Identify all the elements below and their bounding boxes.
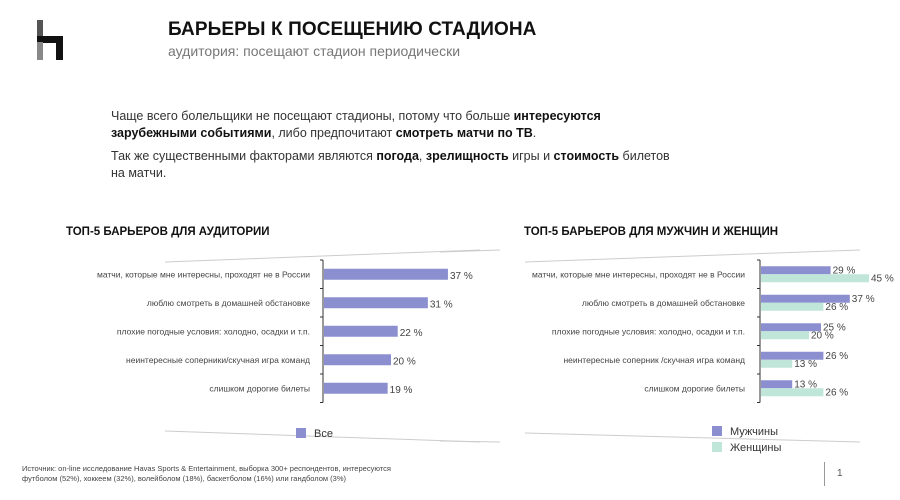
bold-phrase: погода [376, 149, 419, 163]
bar-Женщины [761, 302, 824, 311]
data-label: 37 % [450, 271, 473, 282]
bar-Мужчины [761, 323, 821, 332]
text-segment: билетов на матчи. [111, 149, 670, 180]
data-label: 20 % [811, 330, 834, 341]
legend-swatch [712, 442, 722, 452]
bar-Все [324, 354, 391, 366]
legend-label: Все [314, 428, 333, 440]
bar-Мужчины [761, 294, 850, 303]
category-label: плохие погодные условия: холодно, осадки… [552, 326, 745, 336]
page-subtitle: аудитория: посещают стадион периодически [168, 43, 461, 59]
category-label: неинтересные соперник /скучная игра кома… [563, 355, 745, 365]
text-segment: Чаще всего болельщики не посещают стадио… [111, 109, 514, 123]
data-label: 45 % [871, 273, 894, 284]
bar-Все [324, 382, 388, 394]
category-label: слишком дорогие билеты [209, 383, 310, 393]
chart-title-gender: ТОП-5 БАРЬЕРОВ ДЛЯ МУЖЧИН И ЖЕНЩИН [524, 226, 779, 238]
category-label: неинтересные соперники/скучная игра кома… [126, 355, 310, 365]
decorative-line [164, 249, 481, 263]
bar-Мужчины [761, 351, 824, 360]
category-label: слишком дорогие билеты [644, 383, 745, 393]
decorative-line [439, 249, 501, 253]
bar-Мужчины [761, 266, 831, 275]
data-label: 26 % [825, 302, 848, 313]
text-segment: , [418, 149, 426, 163]
data-label: 22 % [400, 328, 423, 339]
bar-Женщины [761, 331, 809, 340]
category-label: люблю смотреть в домашней обстановке [147, 298, 310, 308]
text-segment: Так же существенными факторами являются [111, 149, 377, 163]
summary-paragraph-2: Так же существенными факторами являются … [111, 148, 671, 182]
data-label: 37 % [852, 294, 875, 305]
data-label: 19 % [390, 385, 413, 396]
bar-Женщины [761, 388, 824, 397]
category-label: плохие погодные условия: холодно, осадки… [117, 326, 310, 336]
data-label: 20 % [393, 356, 416, 367]
bold-phrase: интересуются зарубежными событиями [111, 109, 601, 140]
decorative-line [439, 440, 501, 443]
logo [37, 20, 63, 60]
bold-phrase: смотреть матчи по ТВ [395, 126, 533, 140]
data-label: 31 % [430, 299, 453, 310]
legend-label: Мужчины [730, 426, 778, 438]
legend-swatch [296, 428, 306, 438]
legend-swatch [712, 426, 722, 436]
bar-Все [324, 268, 448, 280]
data-label: 25 % [823, 322, 846, 333]
data-label: 13 % [794, 359, 817, 370]
data-label: 26 % [825, 351, 848, 362]
data-label: 29 % [833, 265, 856, 276]
bar-Все [324, 297, 428, 309]
bar-Мужчины [761, 380, 793, 389]
text-segment: игры и [508, 149, 554, 163]
data-label: 13 % [794, 379, 817, 390]
bar-Женщины [761, 274, 869, 283]
source-note: Источник: on-line исследование Havas Spo… [22, 464, 391, 483]
bar-Женщины [761, 359, 793, 368]
bold-phrase: зрелищность [425, 149, 509, 163]
decorative-line [524, 432, 861, 443]
summary-paragraph-1: Чаще всего болельщики не посещают стадио… [111, 108, 671, 142]
category-label: матчи, которые мне интересны, проходят н… [97, 269, 310, 279]
category-label: матчи, которые мне интересны, проходят н… [532, 269, 745, 279]
page-divider [824, 462, 825, 486]
decorative-line [164, 430, 481, 443]
chart-title-audience: ТОП-5 БАРЬЕРОВ ДЛЯ АУДИТОРИИ [66, 226, 270, 238]
bold-phrase: стоимость [553, 149, 620, 163]
text-segment: , либо предпочитают [271, 126, 396, 140]
text-segment: . [532, 126, 537, 140]
decorative-line [524, 249, 861, 263]
page-number: 1 [837, 468, 843, 479]
bar-Все [324, 325, 398, 337]
data-label: 26 % [825, 387, 848, 398]
legend-label: Женщины [730, 442, 781, 454]
page-title: БАРЬЕРЫ К ПОСЕЩЕНИЮ СТАДИОНА [168, 19, 537, 40]
category-label: люблю смотреть в домашней обстановке [582, 298, 745, 308]
